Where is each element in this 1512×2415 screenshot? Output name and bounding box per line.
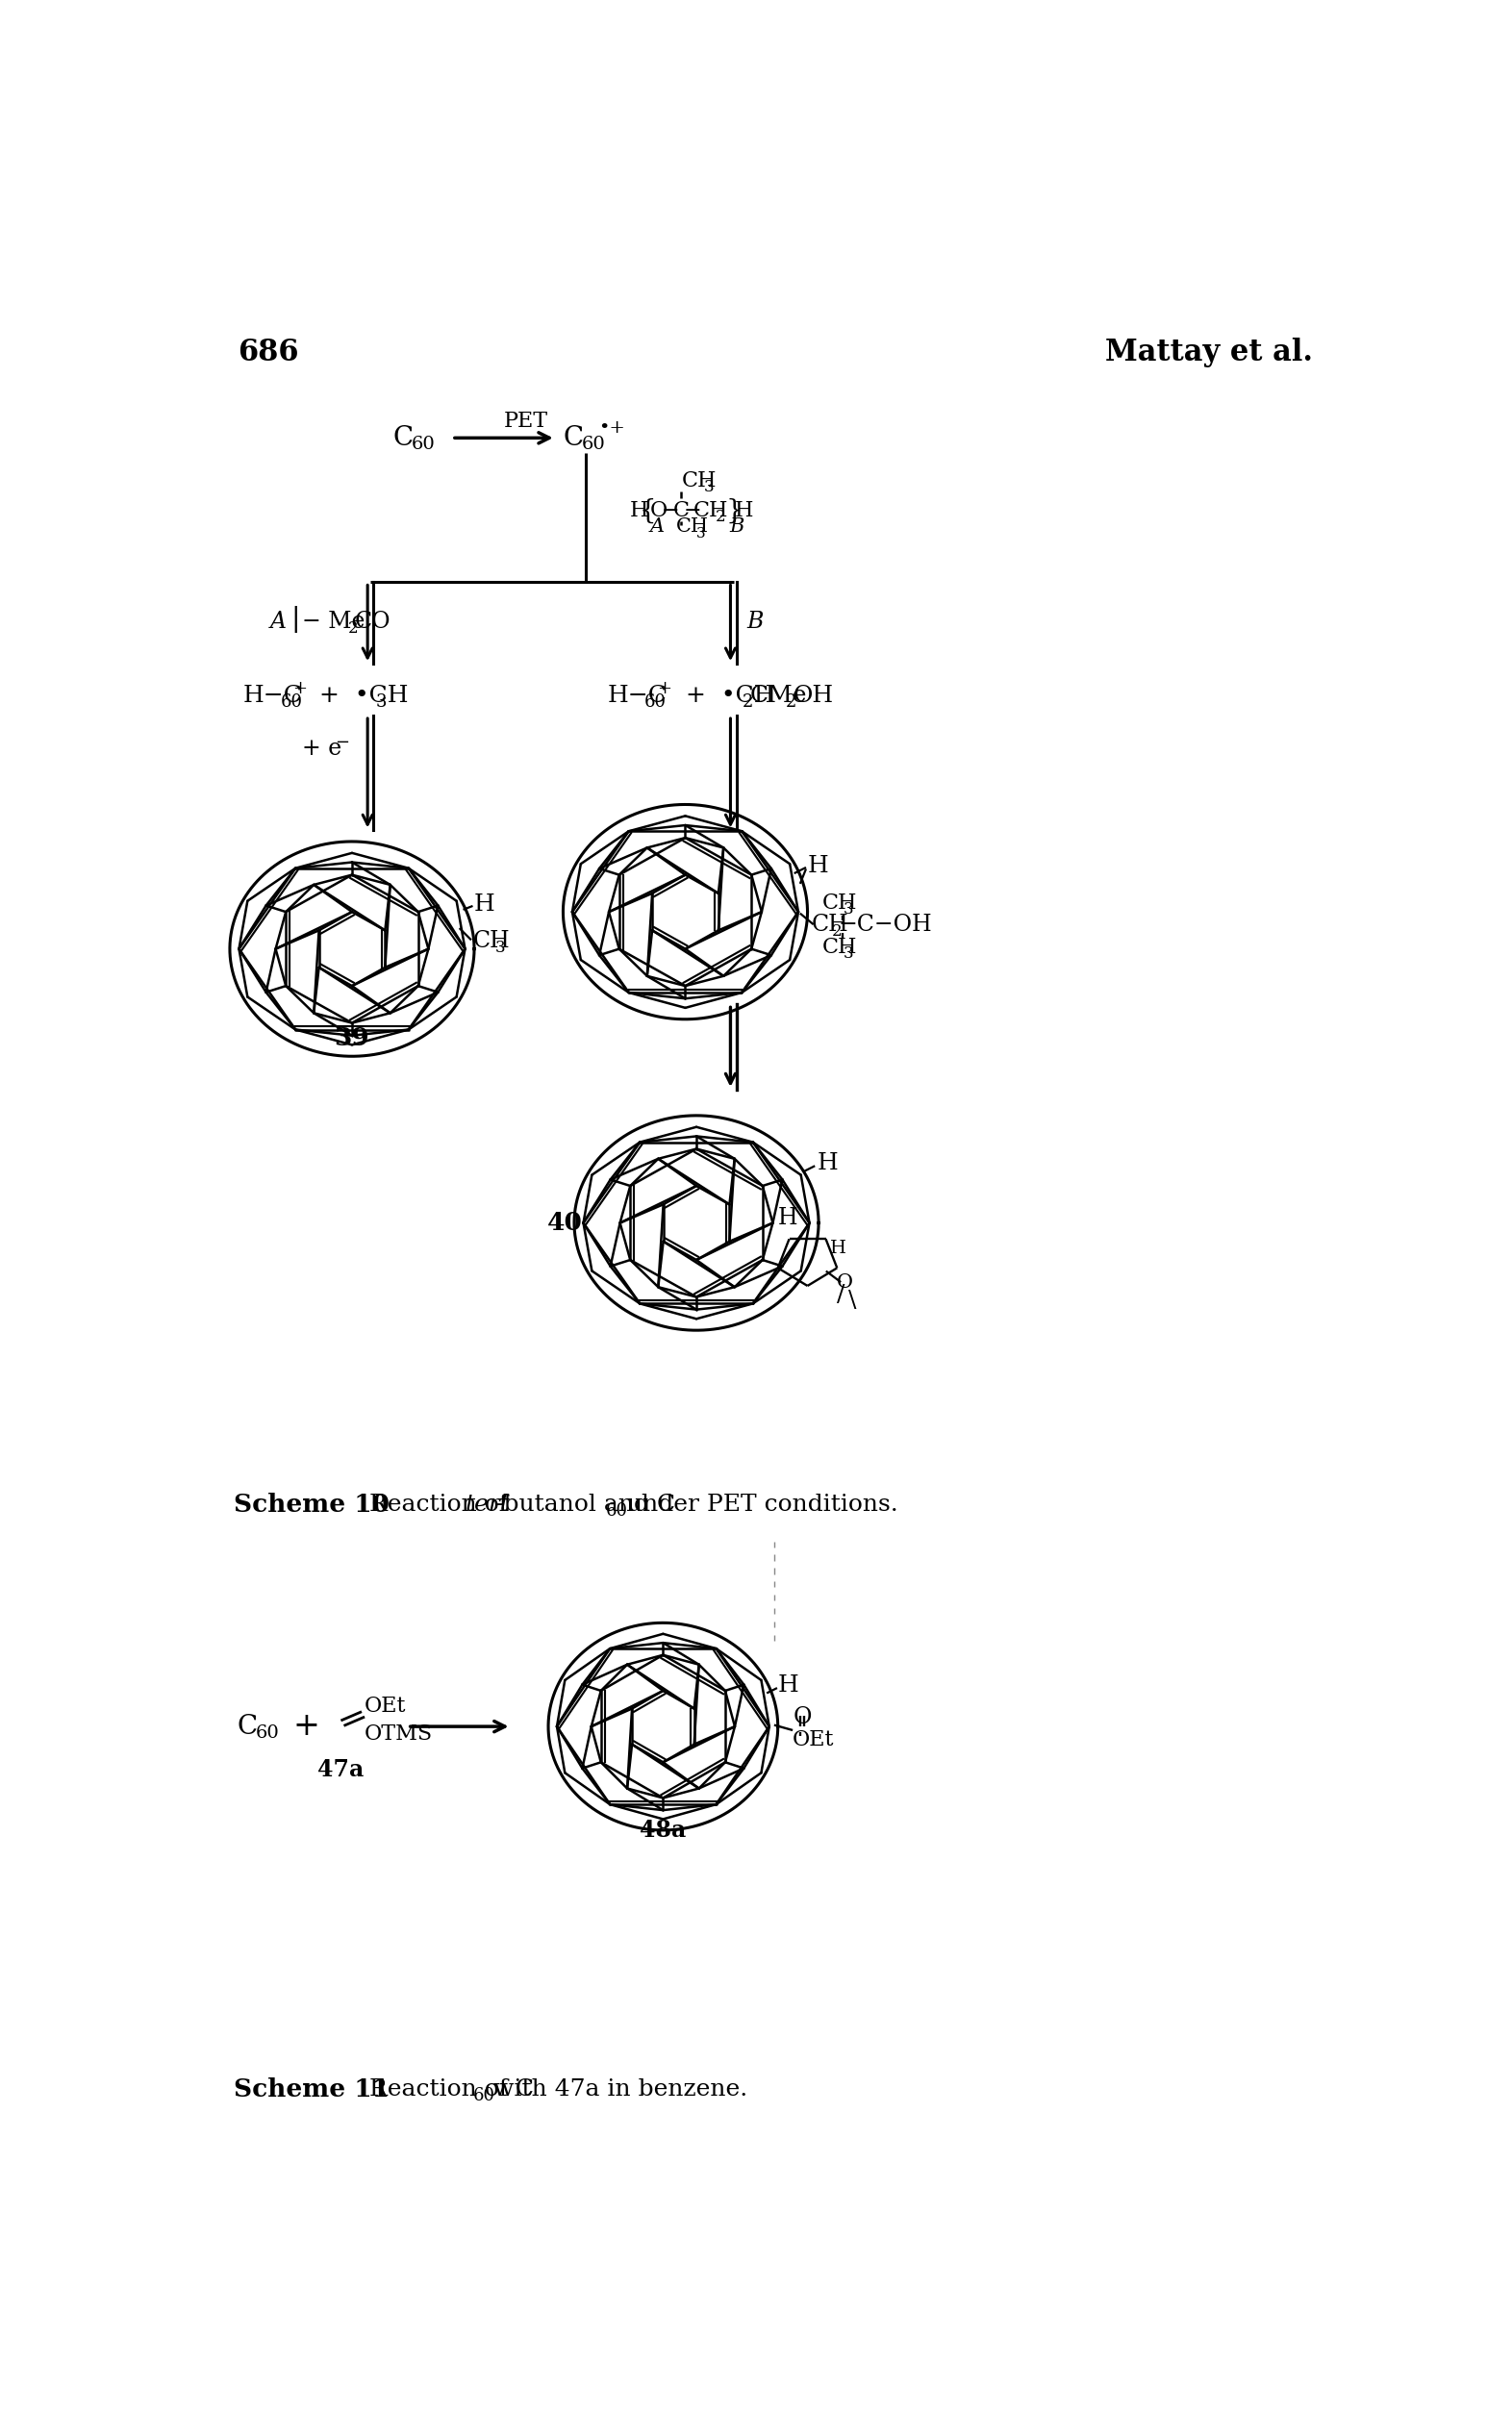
Text: −: − [662, 500, 679, 522]
Text: 60: 60 [280, 693, 302, 710]
Text: 2: 2 [348, 621, 358, 638]
Text: Reaction of C: Reaction of C [354, 2079, 534, 2101]
Text: +  •CH: + •CH [670, 683, 774, 708]
Text: 3: 3 [375, 693, 387, 710]
Text: OTMS: OTMS [364, 1724, 432, 1744]
Text: CH: CH [682, 471, 717, 490]
Text: 40: 40 [547, 1210, 582, 1234]
Text: 3: 3 [844, 944, 853, 961]
Text: OH: OH [792, 683, 833, 708]
Text: {: { [640, 497, 656, 524]
Text: \: \ [848, 1290, 856, 1311]
Text: 2: 2 [742, 693, 753, 710]
Text: 60: 60 [644, 693, 667, 710]
Text: PET: PET [503, 411, 549, 432]
Text: 2: 2 [715, 510, 726, 526]
Text: H: H [777, 1674, 798, 1698]
Text: O: O [650, 500, 667, 522]
Text: B: B [730, 517, 744, 536]
Text: OEt: OEt [364, 1695, 407, 1717]
Text: CH: CH [694, 500, 729, 522]
Text: Mattay et al.: Mattay et al. [1105, 338, 1312, 367]
Text: 60: 60 [411, 437, 435, 454]
Text: H: H [816, 1152, 838, 1174]
Text: OEt: OEt [792, 1729, 835, 1751]
Text: Scheme 10: Scheme 10 [233, 1492, 389, 1517]
Text: + e: + e [302, 739, 342, 761]
Text: -butanol and C: -butanol and C [494, 1492, 674, 1514]
Text: −C−OH: −C−OH [839, 915, 933, 937]
Text: A: A [271, 611, 287, 633]
Text: under PET conditions.: under PET conditions. [620, 1492, 898, 1514]
Text: H: H [777, 1208, 798, 1229]
Text: C: C [393, 425, 413, 452]
Text: +  •CH: + •CH [304, 683, 408, 708]
Text: +: + [293, 1712, 319, 1741]
Text: 60: 60 [473, 2087, 494, 2106]
Text: 3: 3 [494, 939, 505, 956]
Text: 48a: 48a [640, 1818, 686, 1843]
Text: CH: CH [823, 937, 857, 959]
Text: Reaction of: Reaction of [354, 1492, 516, 1514]
Text: 3: 3 [703, 478, 714, 495]
Text: CO: CO [354, 611, 390, 633]
Text: }: } [726, 497, 742, 524]
Text: A: A [650, 517, 664, 536]
Text: |: | [292, 606, 301, 633]
Text: 2: 2 [785, 693, 797, 710]
Text: C: C [237, 1715, 257, 1739]
Text: H: H [807, 855, 829, 877]
Text: H: H [475, 894, 494, 915]
Text: +: + [658, 681, 671, 698]
Text: C: C [562, 425, 584, 452]
Text: 686: 686 [237, 338, 298, 367]
Text: C: C [673, 500, 689, 522]
Text: 3: 3 [697, 526, 706, 541]
Text: − Me: − Me [302, 611, 366, 633]
Text: 60: 60 [582, 437, 605, 454]
Text: H: H [629, 500, 649, 522]
Text: /: / [838, 1285, 845, 1307]
Text: CH: CH [812, 915, 848, 937]
Text: O: O [792, 1707, 812, 1729]
Text: 47a: 47a [318, 1758, 364, 1780]
Text: B: B [747, 611, 764, 633]
Text: tert: tert [466, 1492, 510, 1514]
Text: CH: CH [676, 517, 709, 536]
Text: −: − [683, 500, 702, 522]
Text: H: H [735, 500, 753, 522]
Text: 39: 39 [334, 1026, 369, 1051]
Text: +: + [293, 681, 307, 698]
Text: H−C: H−C [243, 683, 302, 708]
Text: with 47a in benzene.: with 47a in benzene. [485, 2079, 748, 2101]
Text: CH: CH [823, 894, 857, 913]
Text: O: O [838, 1273, 853, 1292]
Text: 60: 60 [606, 1502, 627, 1519]
Text: 3: 3 [844, 901, 853, 918]
Text: CMe: CMe [750, 683, 807, 708]
Text: −: − [336, 734, 349, 751]
Text: Scheme 11: Scheme 11 [233, 2077, 389, 2101]
Text: CH: CH [473, 930, 510, 952]
Text: •+: •+ [599, 420, 626, 437]
Text: 60: 60 [256, 1724, 280, 1741]
Text: H−C: H−C [608, 683, 667, 708]
Text: H: H [830, 1241, 847, 1258]
Text: 2: 2 [832, 923, 842, 939]
